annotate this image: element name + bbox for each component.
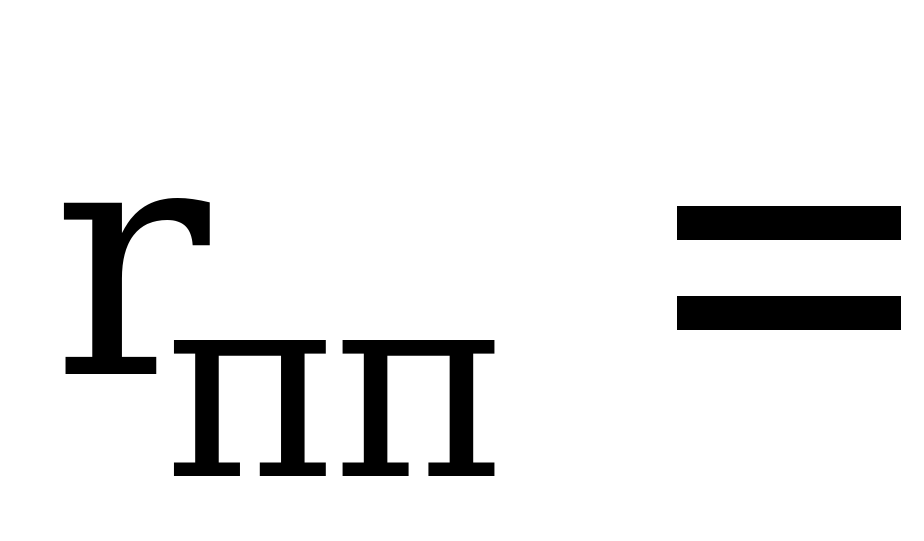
formula-base-symbol: r	[52, 68, 210, 452]
equals-top-bar	[677, 206, 901, 240]
formula-subscript: пп	[165, 233, 508, 538]
equals-bottom-bar	[677, 296, 901, 330]
